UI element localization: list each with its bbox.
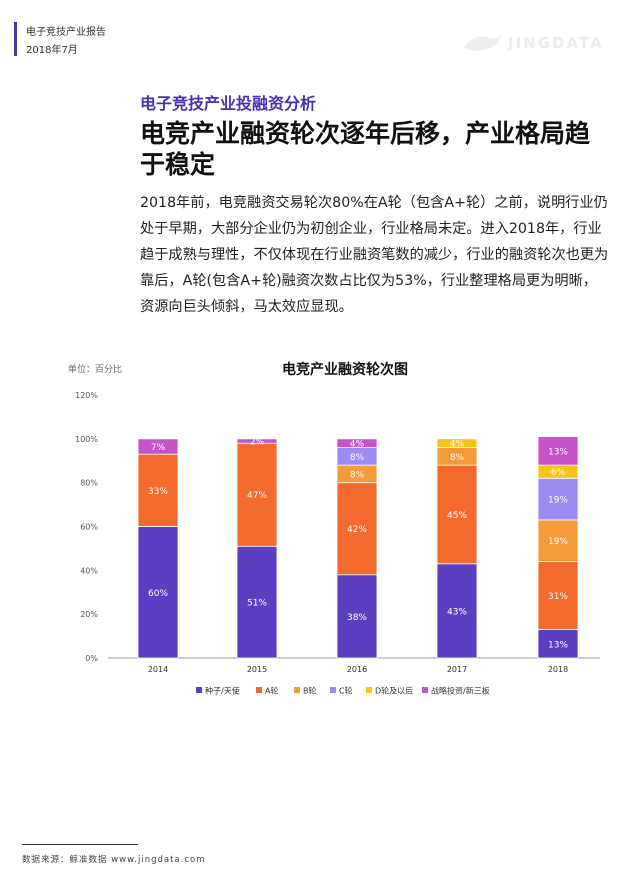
x-tick-label: 2016 (347, 665, 367, 674)
y-tick-label: 0% (85, 654, 98, 663)
x-tick-label: 2017 (447, 665, 467, 674)
header-accent-bar (14, 22, 17, 56)
data-label: 60% (148, 589, 168, 599)
legend-label: C轮 (339, 686, 353, 696)
bar-segment (537, 436, 579, 466)
bar-segment (137, 526, 179, 659)
bar-segment (236, 438, 278, 444)
footer-divider (22, 844, 138, 845)
data-label: 8% (350, 470, 365, 480)
chart-title: 电竞产业融资轮次图 (282, 361, 408, 378)
y-tick-label: 40% (80, 566, 98, 575)
section-title: 电子竞技产业投融资分析 (140, 94, 317, 113)
report-title: 电子竞技产业报告 (26, 27, 106, 38)
y-tick-label: 80% (80, 479, 98, 488)
data-label: 51% (247, 599, 267, 609)
bar-segment (537, 477, 579, 521)
bar-segment (336, 574, 378, 659)
data-label: 45% (447, 511, 467, 521)
x-tick-label: 2018 (548, 665, 568, 674)
data-label: 7% (151, 443, 166, 453)
bar-segment (537, 629, 579, 659)
y-tick-label: 120% (75, 391, 98, 400)
data-label: 8% (350, 453, 365, 463)
data-label: 38% (347, 613, 367, 623)
y-tick-label: 60% (80, 523, 98, 532)
data-label: 33% (148, 487, 168, 497)
watermark-text: JINGDATA (508, 34, 604, 52)
bar-segment (336, 438, 378, 449)
chart-unit-label: 单位：百分比 (68, 363, 122, 375)
data-label: 19% (548, 537, 568, 547)
y-tick-label: 20% (80, 610, 98, 619)
report-date: 2018年7月 (26, 45, 78, 56)
legend-label: 种子/天使 (205, 686, 240, 696)
x-tick-label: 2014 (148, 665, 168, 674)
data-label: 43% (447, 607, 467, 617)
legend-swatch (422, 687, 428, 693)
body-paragraph: 2018年前，电竞融资交易轮次80%在A轮（包含A+轮）之前，说明行业仍处于早期… (140, 195, 609, 315)
data-label: 6% (551, 468, 566, 478)
bar-segment (236, 545, 278, 659)
source-note: 数据来源：鲸准数据 www.jingdata.com (22, 855, 206, 865)
legend-swatch (294, 687, 300, 693)
funding-rounds-chart: 单位：百分比 电竞产业融资轮次图 0%20%40%60%80%100%120% … (68, 361, 600, 696)
x-tick-label: 2015 (247, 665, 267, 674)
legend-swatch (330, 687, 336, 693)
data-label: 4% (350, 440, 365, 450)
legend-label: 战略投资/新三板 (431, 686, 490, 696)
bar-segment (436, 563, 478, 659)
bar-segment (537, 561, 579, 630)
bar-segment (336, 482, 378, 576)
bar-segment (537, 519, 579, 562)
y-tick-label: 100% (75, 435, 98, 444)
legend-swatch (196, 687, 202, 693)
legend-label: D轮及以后 (375, 686, 413, 696)
legend-swatch (256, 687, 262, 693)
bar-segment (436, 464, 478, 565)
data-label: 2% (250, 438, 265, 448)
legend-label: A轮 (265, 686, 278, 696)
whale-logo-icon (464, 34, 502, 51)
bar-segment (137, 438, 179, 455)
legend-label: B轮 (303, 686, 317, 696)
data-label: 13% (548, 447, 568, 457)
bar-segment (137, 453, 179, 527)
bar-segment (236, 442, 278, 547)
data-label: 47% (247, 491, 267, 501)
data-label: 31% (548, 592, 568, 602)
data-label: 4% (450, 440, 465, 450)
data-label: 13% (548, 640, 568, 650)
page-title: 电竞产业融资轮次逐年后移，产业格局趋于稳定 (140, 119, 591, 179)
data-label: 19% (548, 496, 568, 506)
data-label: 42% (347, 525, 367, 535)
watermark-logo: JINGDATA (460, 28, 602, 56)
data-label: 8% (450, 453, 465, 463)
bar-segment (436, 438, 478, 449)
legend-swatch (366, 687, 372, 693)
